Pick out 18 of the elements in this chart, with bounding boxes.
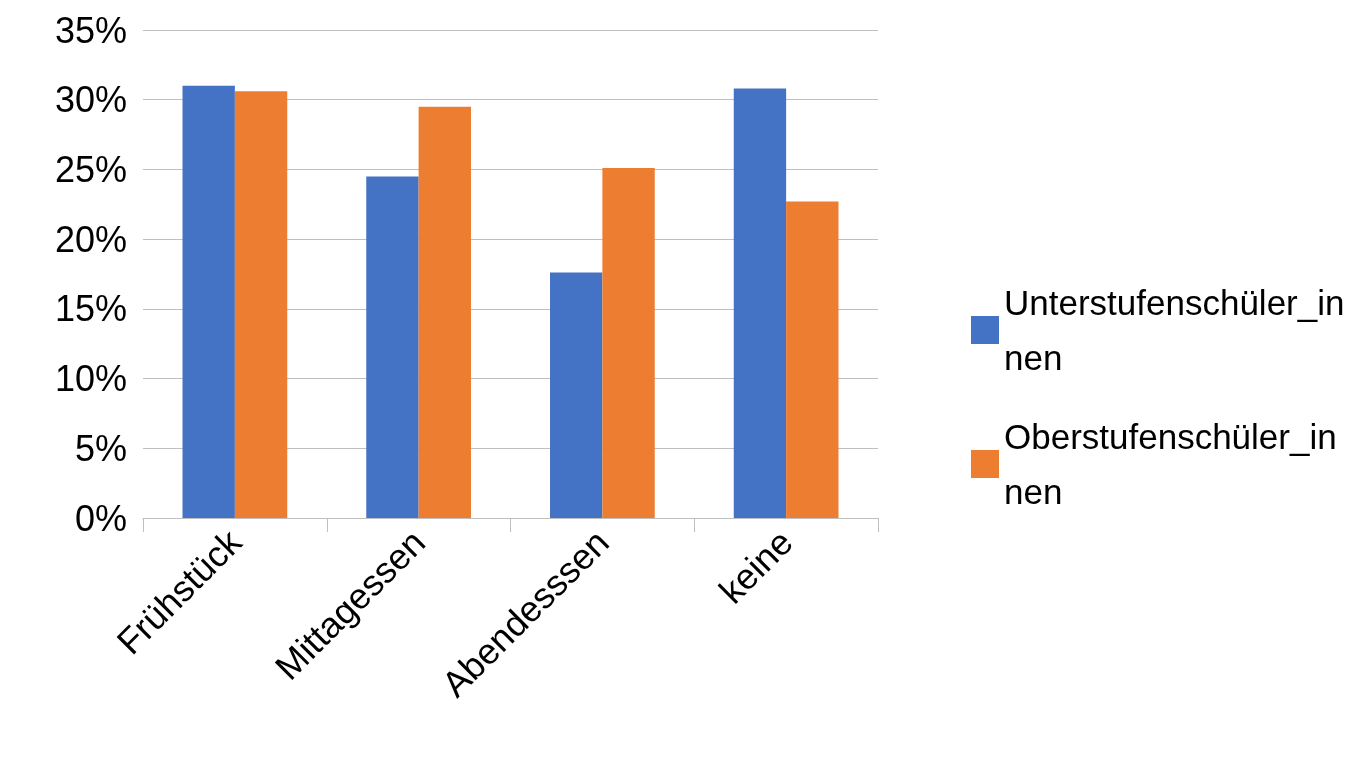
y-tick-label: 30%: [54, 79, 127, 121]
y-tick-label: 0%: [74, 497, 127, 539]
bar: [786, 201, 839, 518]
y-tick-label: 25%: [54, 148, 127, 190]
y-tick-label: 35%: [54, 9, 127, 51]
y-tick-label: 10%: [54, 358, 127, 400]
legend-label: Unterstufenschüler_innen: [1004, 283, 1345, 377]
y-tick-label: 15%: [54, 288, 127, 330]
bar: [366, 176, 419, 518]
legend-label: Oberstufenschüler_innen: [1004, 417, 1337, 511]
bar: [182, 85, 235, 518]
bar: [602, 168, 655, 518]
y-tick-label: 20%: [54, 218, 127, 260]
y-tick-label: 5%: [74, 427, 127, 469]
bar: [733, 88, 787, 518]
bar: [418, 106, 471, 518]
bar: [234, 91, 288, 518]
bar: [550, 272, 603, 518]
